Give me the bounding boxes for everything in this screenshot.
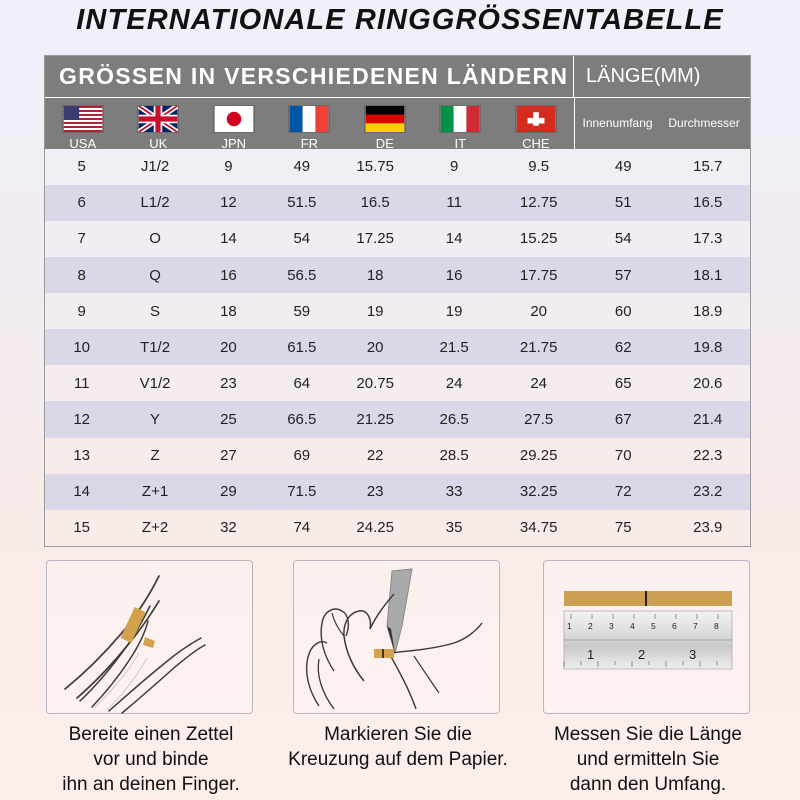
- svg-text:2: 2: [638, 647, 645, 662]
- svg-text:5: 5: [651, 621, 656, 631]
- svg-text:3: 3: [689, 647, 696, 662]
- svg-text:6: 6: [672, 621, 677, 631]
- svg-text:8: 8: [714, 621, 719, 631]
- svg-text:3: 3: [609, 621, 614, 631]
- svg-text:1: 1: [567, 621, 572, 631]
- svg-text:7: 7: [693, 621, 698, 631]
- svg-text:1: 1: [587, 647, 594, 662]
- svg-text:4: 4: [630, 621, 635, 631]
- svg-text:2: 2: [588, 621, 593, 631]
